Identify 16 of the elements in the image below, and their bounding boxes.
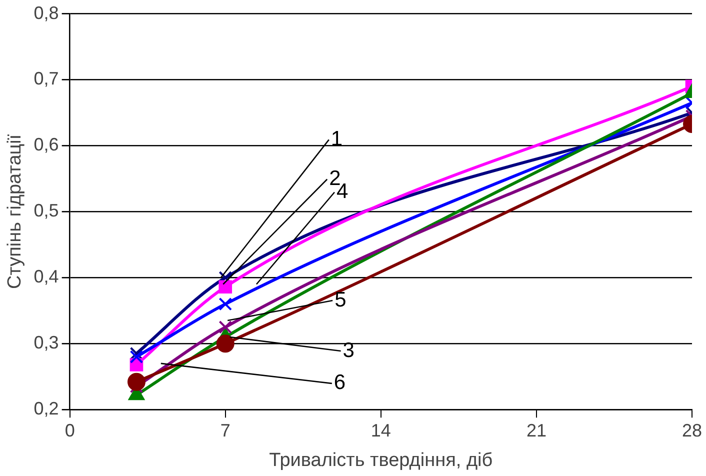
x-tick-label: 0: [64, 420, 75, 440]
y-tick-label: 0,8: [34, 2, 59, 23]
annotation: 6: [334, 371, 346, 394]
y-tick-label: 0,2: [34, 398, 59, 419]
x-tick-label: 21: [526, 420, 546, 440]
x-axis-title: Тривалість твердіння, діб: [269, 450, 493, 471]
y-tick-label: 0,3: [34, 332, 59, 353]
x-tick-label: 7: [220, 420, 230, 440]
y-axis-title: Ступінь гідратації: [4, 134, 26, 290]
y-tick-label: 0,7: [34, 68, 59, 89]
x-tick-label: 14: [370, 420, 391, 440]
y-tick-label: 0,4: [34, 266, 59, 287]
x-tick-label: 28: [682, 420, 702, 440]
y-tick-label: 0,5: [34, 200, 59, 221]
annotation: 5: [334, 288, 346, 312]
y-tick-label: 0,6: [34, 134, 59, 155]
